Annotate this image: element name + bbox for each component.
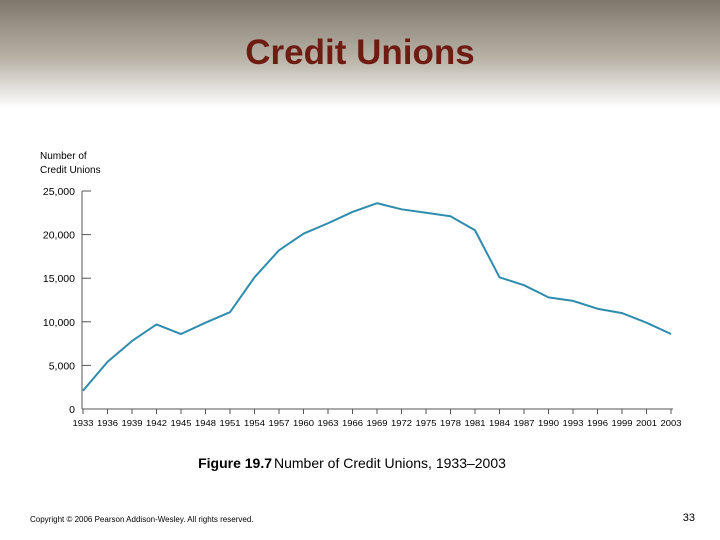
x-tick-label: 1996: [587, 418, 608, 428]
x-tick-label: 2003: [661, 418, 682, 428]
x-tick-label: 1951: [220, 418, 241, 428]
slide-title: Credit Unions: [245, 33, 474, 72]
x-tick-label: 1954: [244, 418, 265, 428]
x-tick-label: 2001: [636, 418, 657, 428]
x-tick-label: 1966: [342, 418, 363, 428]
x-tick-label: 1984: [489, 418, 510, 428]
x-tick-label: 1957: [269, 418, 290, 428]
copyright: Copyright © 2006 Pearson Addison-Wesley.…: [30, 515, 254, 524]
x-tick-label: 1972: [391, 418, 412, 428]
x-tick-label: 1978: [440, 418, 461, 428]
header-background: [0, 0, 720, 108]
x-tick-label: 1948: [195, 418, 216, 428]
x-tick-label: 1975: [416, 418, 437, 428]
x-tick-label: 1942: [146, 418, 167, 428]
x-tick-label: 1990: [538, 418, 559, 428]
y-axis-label: Number of: [40, 151, 87, 162]
x-tick-label: 1981: [465, 418, 486, 428]
x-tick-label: 1969: [367, 418, 388, 428]
y-tick-label: 25,000: [43, 186, 75, 198]
x-tick-label: 1963: [318, 418, 339, 428]
x-tick-label: 1960: [293, 418, 314, 428]
x-tick-label: 1987: [514, 418, 535, 428]
chart: Number of Credit Unions 0 5,000 10,000 15,000…: [40, 151, 682, 428]
y-axis-label: Credit Unions: [40, 165, 101, 176]
x-tick-label: 1939: [122, 418, 143, 428]
y-tick-label: 10,000: [43, 317, 75, 329]
x-tick-label: 1933: [73, 418, 94, 428]
figure-label: Figure 19.7: [198, 455, 272, 471]
data-line: [82, 202, 672, 392]
x-tick-label: 1936: [97, 418, 118, 428]
x-tick-label: 1999: [612, 418, 633, 428]
x-tick-label: 1993: [563, 418, 584, 428]
figure-caption: Number of Credit Unions, 1933–2003: [274, 455, 506, 471]
y-tick-label: 0: [69, 404, 75, 416]
y-tick-label: 15,000: [43, 273, 75, 285]
y-tick-label: 5,000: [49, 360, 75, 372]
y-tick-label: 20,000: [43, 230, 75, 242]
page-number: 33: [683, 512, 695, 524]
x-tick-label: 1945: [171, 418, 192, 428]
